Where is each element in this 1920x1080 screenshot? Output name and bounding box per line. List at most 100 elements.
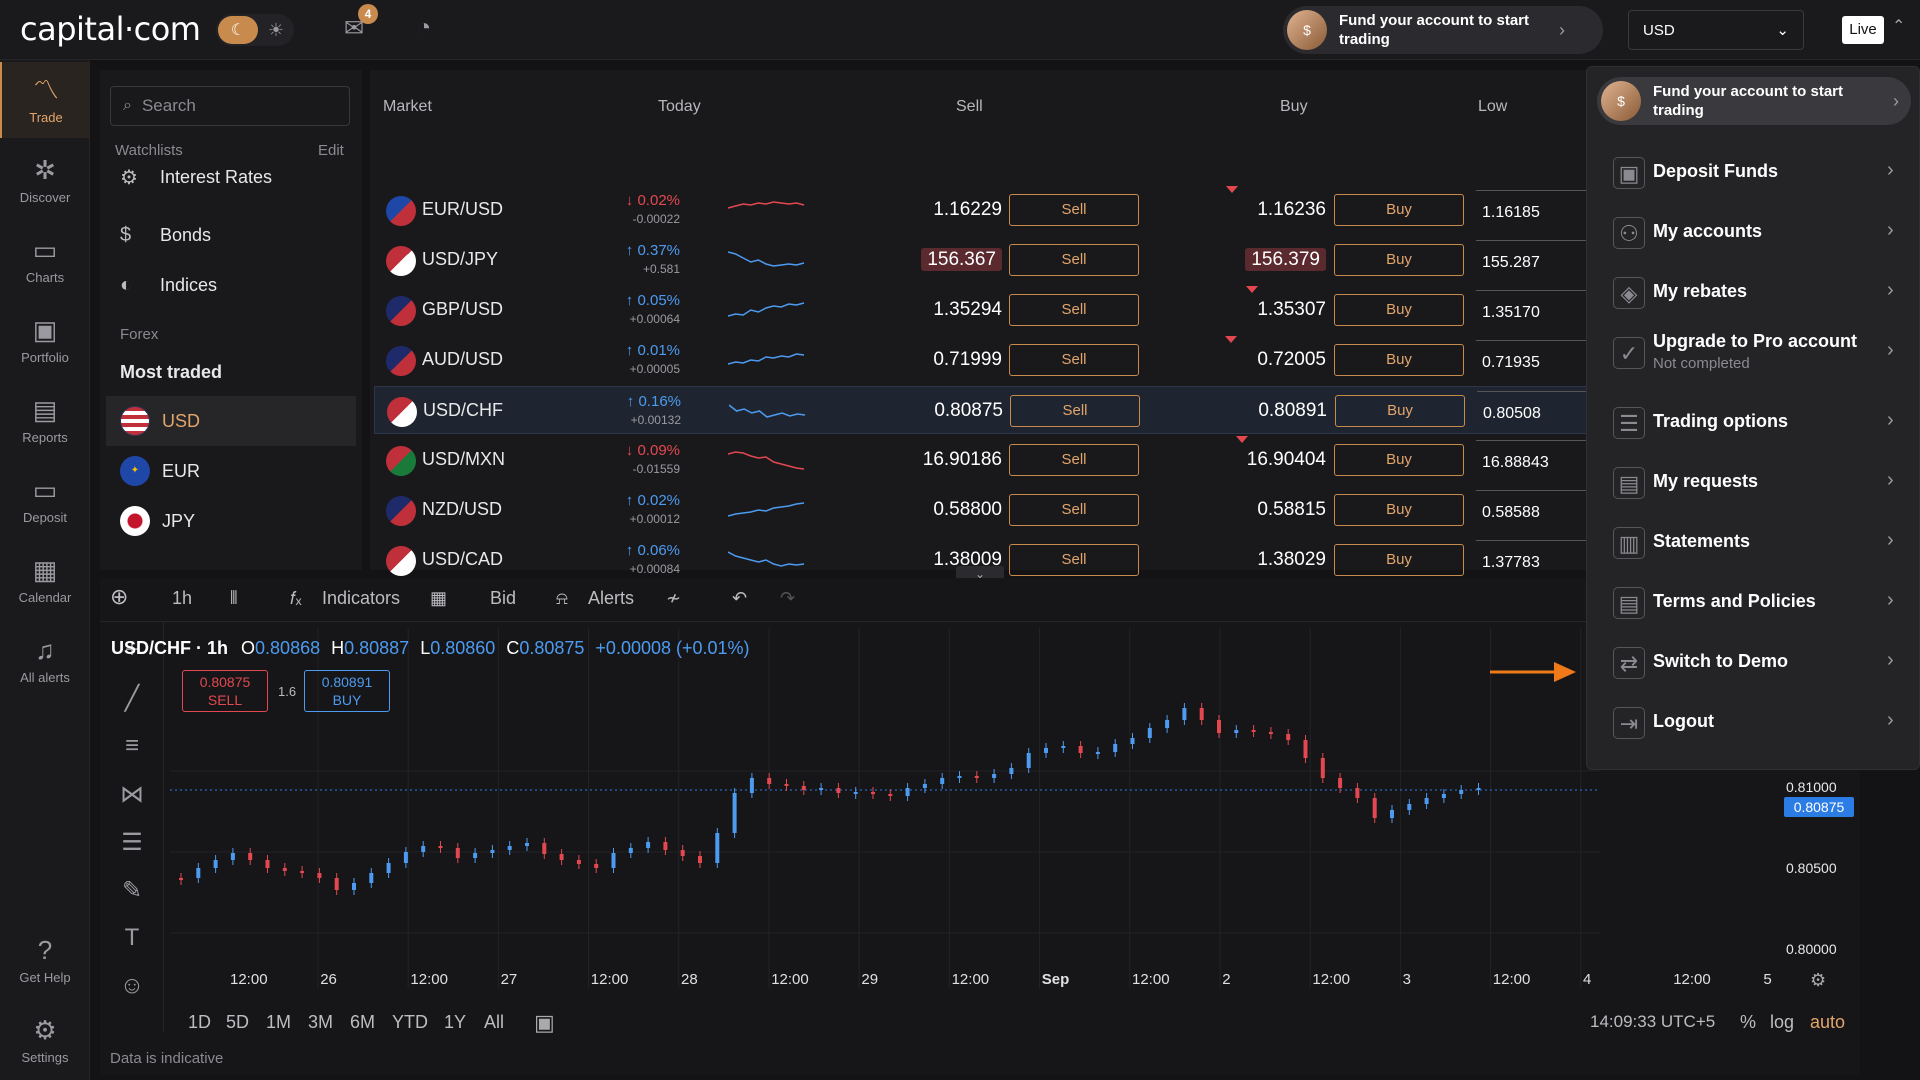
buy-button[interactable]: Buy — [1334, 244, 1464, 276]
crosshair-icon[interactable]: + — [124, 636, 139, 663]
range-3m[interactable]: 3M — [308, 1012, 334, 1032]
alerts-button[interactable]: Alerts — [588, 588, 635, 608]
nav-calendar[interactable]: ▦ Calendar — [0, 542, 90, 618]
range-1y[interactable]: 1Y — [444, 1012, 467, 1032]
market-row[interactable]: USD/JPY ↑ 0.37% +0.581 156.367 Sell 156.… — [374, 236, 1590, 284]
watchlist-edit-link[interactable]: Edit — [318, 142, 344, 159]
sell-button[interactable]: Sell — [1009, 244, 1139, 276]
indicators-button[interactable]: Indicators — [322, 588, 401, 608]
candlestick-chart[interactable] — [170, 628, 1600, 1028]
pie-chart-icon[interactable]: ◔ — [416, 14, 432, 41]
compare-icon[interactable]: ≁ — [666, 588, 682, 608]
market-row[interactable]: NZD/USD ↑ 0.02% +0.00012 0.58800 Sell 0.… — [374, 486, 1590, 534]
menu-item-switch-to-demo[interactable]: ⇄ Switch to Demo › — [1587, 633, 1920, 693]
market-row[interactable]: USD/CAD ↑ 0.06% +0.00084 1.38009 Sell 1.… — [374, 536, 1590, 584]
range-1d[interactable]: 1D — [188, 1012, 212, 1032]
menu-item-logout[interactable]: ⇥ Logout › — [1587, 693, 1920, 753]
redo-icon[interactable]: ↷ — [780, 588, 796, 608]
fund-account-banner[interactable]: $ Fund your account to start trading › — [1283, 6, 1603, 54]
buy-button[interactable]: Buy — [1334, 444, 1464, 476]
market-row[interactable]: USD/MXN ↓ 0.09% -0.01559 16.90186 Sell 1… — [374, 436, 1590, 484]
pattern-icon[interactable]: ⋈ — [120, 781, 144, 808]
alert-add-icon[interactable]: ⍾ — [556, 588, 568, 608]
market-row[interactable]: GBP/USD ↑ 0.05% +0.00064 1.35294 Sell 1.… — [374, 286, 1590, 334]
sell-button[interactable]: Sell — [1009, 194, 1139, 226]
currency-select[interactable]: USD ⌄ — [1628, 10, 1804, 50]
market-row[interactable]: EUR/USD ↓ 0.02% -0.00022 1.16229 Sell 1.… — [374, 186, 1590, 234]
auto-scale-toggle[interactable]: auto — [1810, 1012, 1846, 1032]
date-range-icon[interactable]: ▣ — [534, 1010, 555, 1035]
range-all[interactable]: All — [484, 1012, 505, 1032]
watchlist-jpy[interactable]: JPY — [106, 496, 356, 546]
range-ytd[interactable]: YTD — [392, 1012, 428, 1032]
nav-settings[interactable]: ⚙ Settings — [0, 1002, 90, 1078]
col-buy[interactable]: Buy — [1280, 98, 1308, 115]
market-row[interactable]: AUD/USD ↑ 0.01% +0.00005 0.71999 Sell 0.… — [374, 336, 1590, 384]
menu-item-terms-and-policies[interactable]: ▤ Terms and Policies › — [1587, 573, 1920, 633]
chart-settings-icon[interactable]: ⚙ — [1810, 970, 1827, 990]
candle-type-icon[interactable]: ⫴ — [230, 588, 238, 608]
buy-button[interactable]: Buy — [1334, 194, 1464, 226]
menu-fund-banner[interactable]: $ Fund your account to start trading › — [1597, 77, 1911, 125]
interval-select[interactable]: 1h — [172, 588, 193, 608]
col-today[interactable]: Today — [658, 98, 701, 115]
watchlist-usd[interactable]: USD — [106, 396, 356, 446]
menu-item-trading-options[interactable]: ☰ Trading options › — [1587, 393, 1920, 453]
live-mode-badge[interactable]: Live — [1842, 16, 1884, 44]
undo-icon[interactable]: ↶ — [732, 588, 748, 608]
watchlist-eur[interactable]: ✦ EUR — [106, 446, 356, 496]
menu-item-my-accounts[interactable]: ⚇ My accounts › — [1587, 203, 1920, 263]
buy-button[interactable]: Buy — [1335, 395, 1465, 427]
nav-get-help[interactable]: ? Get Help — [0, 922, 90, 998]
range-1m[interactable]: 1M — [266, 1012, 292, 1032]
menu-item-my-rebates[interactable]: ◈ My rebates › — [1587, 263, 1920, 323]
chevron-up-icon[interactable]: ⌃ — [1892, 18, 1906, 35]
nav-portfolio[interactable]: ▣ Portfolio — [0, 302, 90, 378]
range-5d[interactable]: 5D — [226, 1012, 250, 1032]
percent-scale-toggle[interactable]: % — [1740, 1012, 1757, 1032]
chart-sell-button[interactable]: 0.80875 SELL — [182, 670, 268, 712]
range-6m[interactable]: 6M — [350, 1012, 376, 1032]
fib-icon[interactable]: ≡ — [124, 732, 139, 759]
watchlist-indices[interactable]: ◐ Indices — [106, 262, 356, 308]
nav-charts[interactable]: ▭ Charts — [0, 222, 90, 298]
sell-button[interactable]: Sell — [1009, 544, 1139, 576]
text-tool-icon[interactable]: T — [124, 924, 140, 951]
sell-button[interactable]: Sell — [1009, 294, 1139, 326]
theme-toggle[interactable]: ☾ ☀ — [216, 14, 294, 46]
buy-button[interactable]: Buy — [1334, 544, 1464, 576]
mail-icon[interactable]: ✉ — [343, 15, 365, 42]
menu-item-statements[interactable]: ▥ Statements › — [1587, 513, 1920, 573]
trend-line-icon[interactable]: ╱ — [124, 685, 140, 712]
log-scale-toggle[interactable]: log — [1770, 1012, 1795, 1032]
buy-button[interactable]: Buy — [1334, 344, 1464, 376]
sell-button[interactable]: Sell — [1010, 395, 1140, 427]
nav-discover[interactable]: ✲ Discover — [0, 142, 90, 218]
col-sell[interactable]: Sell — [956, 98, 983, 115]
brush-icon[interactable]: ✎ — [121, 877, 143, 904]
col-market[interactable]: Market — [383, 98, 432, 115]
buy-button[interactable]: Buy — [1334, 494, 1464, 526]
add-symbol-icon[interactable]: ⊕ — [110, 584, 129, 609]
price-type-select[interactable]: Bid — [490, 588, 517, 608]
layout-grid-icon[interactable]: ▦ — [430, 588, 448, 608]
sell-button[interactable]: Sell — [1009, 344, 1139, 376]
projection-icon[interactable]: ☰ — [121, 829, 143, 856]
emoji-icon[interactable]: ☺ — [119, 972, 145, 999]
nav-reports[interactable]: ▤ Reports — [0, 382, 90, 458]
chart-buy-button[interactable]: 0.80891 BUY — [304, 670, 390, 712]
sell-button[interactable]: Sell — [1009, 444, 1139, 476]
menu-item-upgrade-to-pro-account[interactable]: ✓ Upgrade to Pro account Not completed › — [1587, 323, 1920, 383]
watchlist-interest-rates[interactable]: ⚙ Interest Rates — [106, 162, 356, 192]
buy-button[interactable]: Buy — [1334, 294, 1464, 326]
col-low[interactable]: Low — [1478, 98, 1508, 115]
indicators-icon[interactable]: 𝑓ₓ — [290, 588, 302, 608]
watchlist-bonds[interactable]: $ Bonds — [106, 212, 356, 258]
nav-deposit[interactable]: ▭ Deposit — [0, 462, 90, 538]
menu-item-deposit-funds[interactable]: ▣ Deposit Funds › — [1587, 143, 1920, 203]
menu-item-my-requests[interactable]: ▤ My requests › — [1587, 453, 1920, 513]
search-input[interactable]: ⌕ Search — [110, 86, 350, 126]
nav-all-alerts[interactable]: ♫ All alerts — [0, 622, 90, 698]
sell-button[interactable]: Sell — [1009, 494, 1139, 526]
nav-trade[interactable]: 〽 Trade — [0, 62, 90, 138]
